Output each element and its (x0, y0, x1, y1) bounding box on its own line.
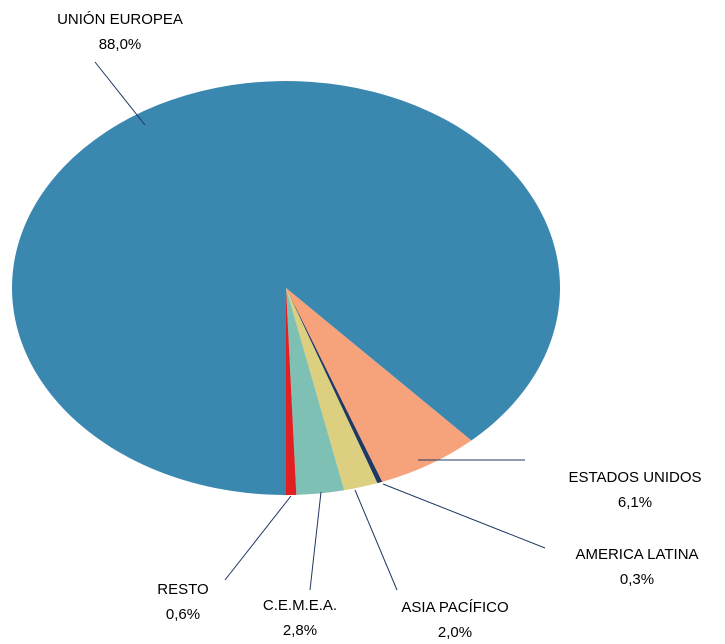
slice-label: AMERICA LATINA (575, 546, 698, 563)
pie-slice (286, 288, 383, 484)
leader-line (309, 491, 322, 591)
slice-value-label: 2,8% (283, 622, 317, 639)
slice-value-label: 0,6% (166, 606, 200, 623)
pie-slice (286, 288, 297, 495)
slice-label: ESTADOS UNIDOS (568, 469, 701, 486)
pie-slice (286, 288, 472, 482)
leader-line (224, 495, 292, 581)
slice-value-label: 0,3% (620, 571, 654, 588)
pie-slice (286, 288, 378, 491)
slice-value-label: 2,0% (438, 624, 472, 641)
slice-value-label: 6,1% (618, 494, 652, 511)
slice-label: C.E.M.E.A. (263, 597, 337, 614)
slice-label: RESTO (157, 581, 208, 598)
leader-line (354, 489, 398, 591)
pie-slice (286, 288, 345, 495)
leader-line (94, 61, 146, 126)
slice-label: UNIÓN EUROPEA (57, 11, 183, 28)
leader-line (382, 483, 546, 549)
slice-value-label: 88,0% (99, 36, 142, 53)
slice-label: ASIA PACÍFICO (401, 599, 508, 616)
